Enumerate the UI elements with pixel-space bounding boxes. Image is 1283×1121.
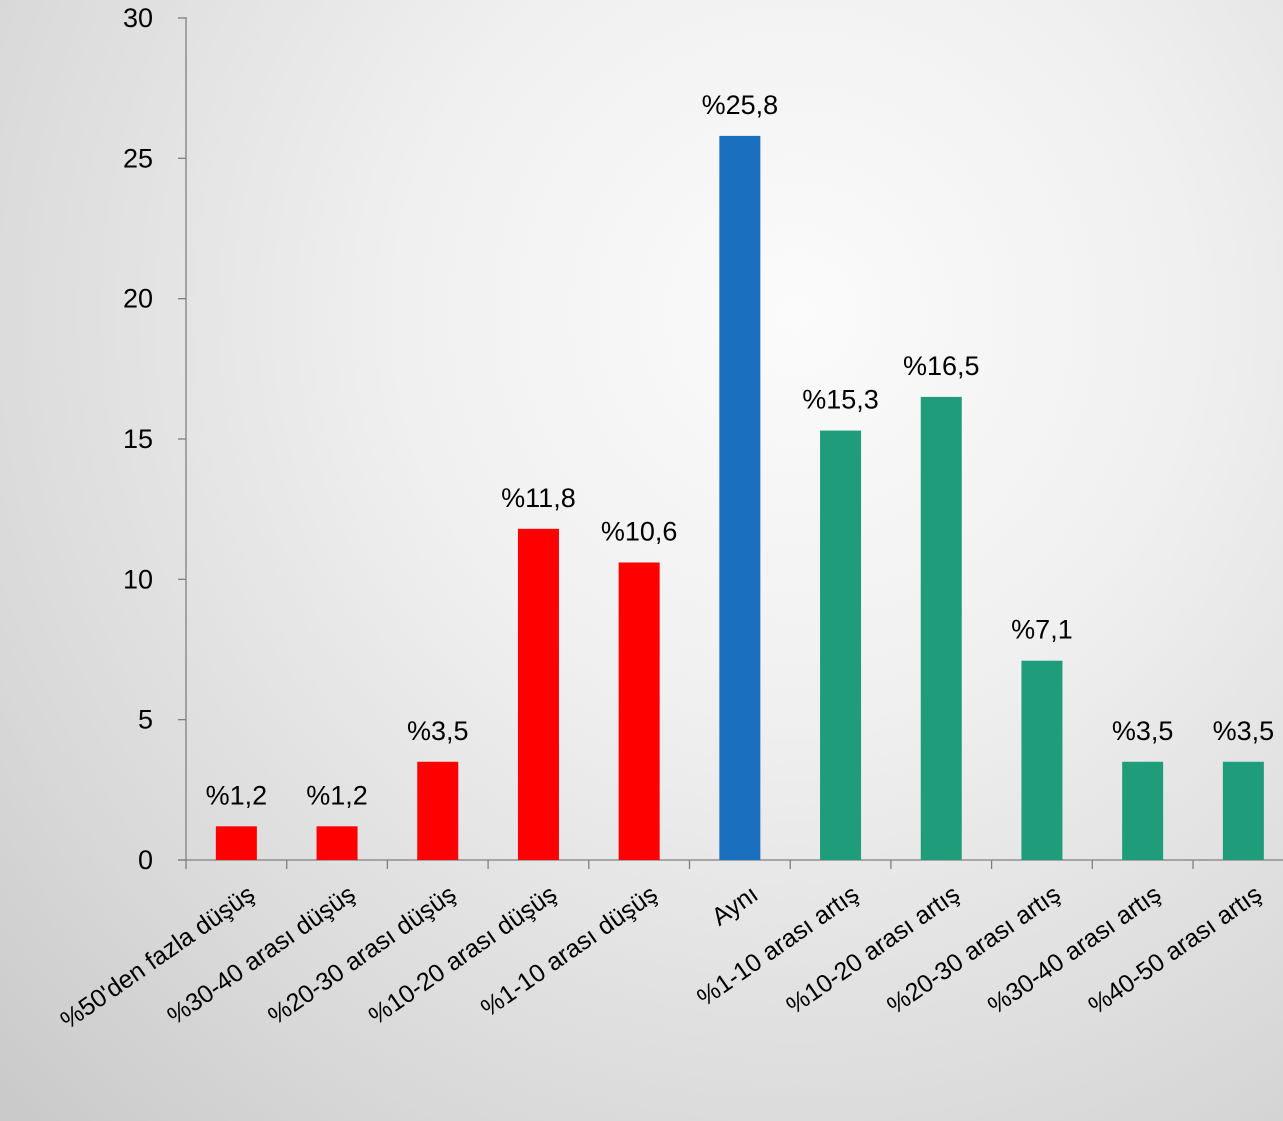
bar — [719, 135, 761, 860]
y-tick-label: 10 — [123, 564, 153, 594]
category-label: %20-30 arası artış — [882, 880, 1065, 1020]
bar — [517, 528, 559, 860]
plot-area: 0 5 10 15 20 25 30 %1,2 %50'den fazla düşüş %1,2%… — [55, 3, 1283, 1035]
data-label: %16,5 — [903, 351, 980, 381]
data-label: %25,8 — [702, 90, 779, 120]
category-label: %30-40 arası artış — [983, 880, 1166, 1020]
category-label: %50'den fazla düşüş — [55, 880, 259, 1035]
y-tick-label: 20 — [123, 284, 153, 314]
bar — [417, 761, 459, 860]
y-tick-label: 0 — [138, 845, 153, 875]
data-label: %3,5 — [1112, 716, 1174, 746]
data-label: %11,8 — [501, 483, 576, 513]
data-label: %10,6 — [601, 516, 678, 546]
data-label: %15,3 — [802, 385, 879, 415]
data-label: %7,1 — [1011, 615, 1073, 645]
bar — [820, 430, 862, 860]
data-label: %1,2 — [306, 780, 368, 810]
data-label: %1,2 — [206, 780, 268, 810]
bar — [1222, 761, 1264, 860]
category-label: %10-20 arası artış — [781, 880, 964, 1020]
category-label: %30-40 arası düşüş — [162, 880, 360, 1030]
category-label: %20-30 arası düşüş — [263, 880, 461, 1030]
category-label: %10-20 arası düşüş — [364, 880, 562, 1030]
data-label: %3,5 — [407, 716, 469, 746]
data-label: %3,5 — [1213, 716, 1275, 746]
bar — [215, 826, 257, 860]
y-tick-label: 30 — [123, 3, 153, 33]
y-tick-label: 25 — [123, 143, 153, 173]
y-tick-label: 5 — [138, 705, 153, 735]
bar — [1021, 660, 1063, 860]
bar — [920, 396, 962, 860]
category-label: Aynı — [707, 880, 764, 931]
category-label: %1-10 arası düşüş — [476, 880, 663, 1023]
bar — [1122, 761, 1164, 860]
y-tick-label: 15 — [123, 424, 153, 454]
bar — [316, 826, 358, 860]
category-label: %40-50 arası artış — [1083, 880, 1266, 1020]
bar — [618, 562, 660, 860]
